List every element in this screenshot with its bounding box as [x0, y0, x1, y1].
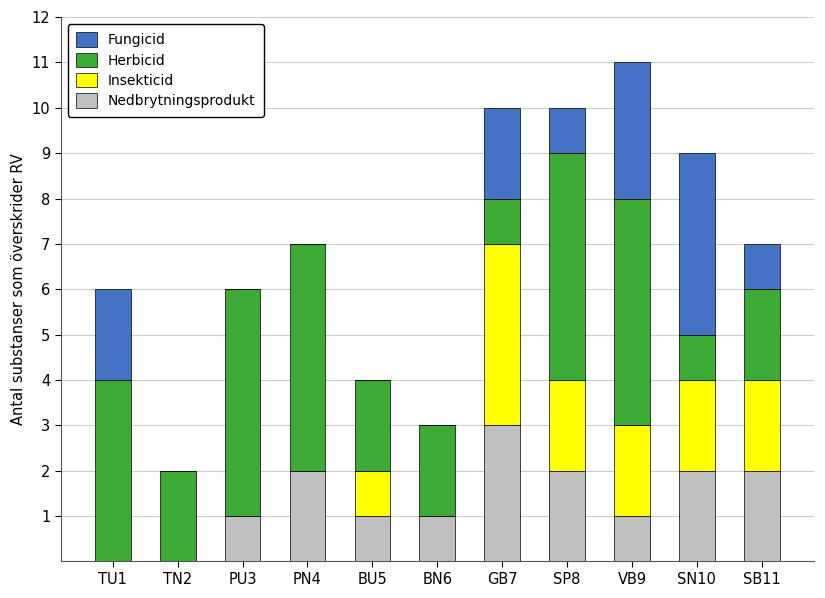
- Bar: [549, 108, 585, 153]
- Bar: [744, 380, 780, 471]
- Bar: [549, 380, 585, 471]
- Bar: [224, 516, 261, 562]
- Bar: [549, 153, 585, 380]
- Bar: [679, 335, 714, 380]
- Bar: [679, 380, 714, 471]
- Bar: [484, 199, 520, 244]
- Bar: [290, 471, 325, 562]
- Bar: [679, 153, 714, 335]
- Y-axis label: Antal substanser som överskrider RV: Antal substanser som överskrider RV: [11, 154, 26, 425]
- Bar: [419, 516, 455, 562]
- Bar: [744, 289, 780, 380]
- Bar: [224, 289, 261, 516]
- Bar: [614, 425, 650, 516]
- Bar: [419, 425, 455, 516]
- Bar: [484, 425, 520, 562]
- Bar: [614, 199, 650, 425]
- Bar: [484, 244, 520, 425]
- Bar: [290, 244, 325, 471]
- Bar: [744, 471, 780, 562]
- Bar: [160, 471, 196, 562]
- Bar: [355, 380, 390, 471]
- Bar: [679, 471, 714, 562]
- Bar: [355, 516, 390, 562]
- Bar: [614, 516, 650, 562]
- Bar: [614, 62, 650, 199]
- Bar: [355, 471, 390, 516]
- Legend: Fungicid, Herbicid, Insekticid, Nedbrytningsprodukt: Fungicid, Herbicid, Insekticid, Nedbrytn…: [68, 24, 264, 117]
- Bar: [744, 244, 780, 289]
- Bar: [549, 471, 585, 562]
- Bar: [95, 380, 130, 562]
- Bar: [95, 289, 130, 380]
- Bar: [484, 108, 520, 199]
